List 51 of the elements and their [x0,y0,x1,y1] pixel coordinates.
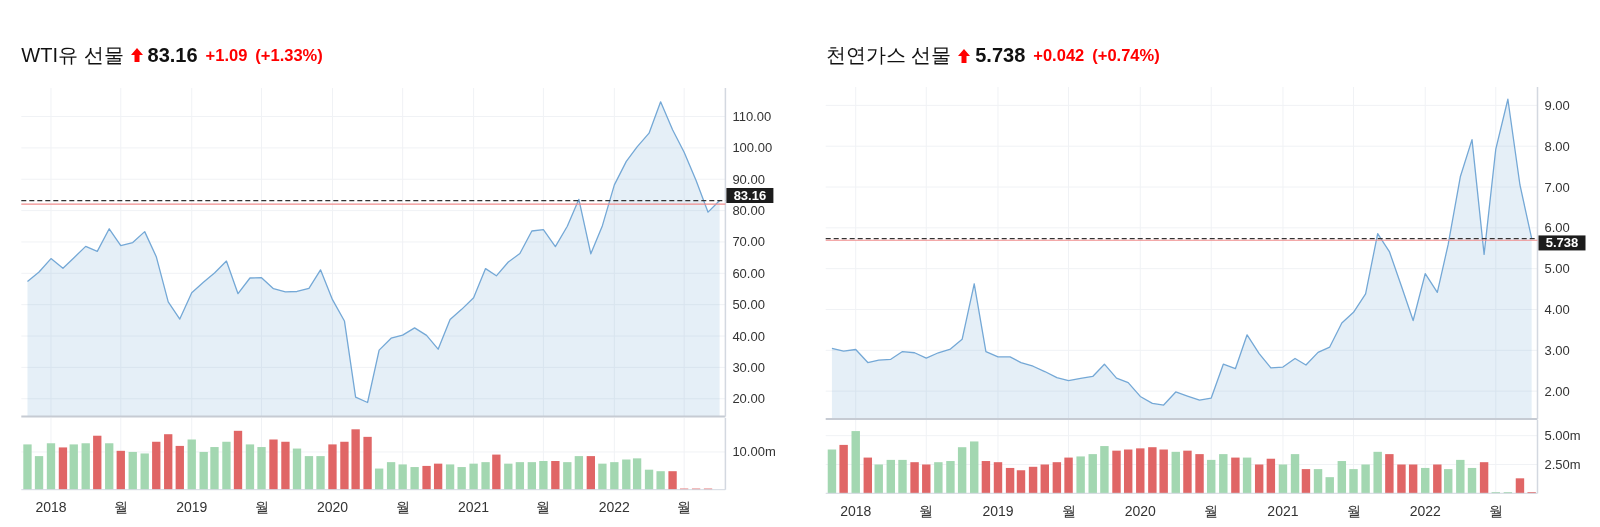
y-tick-label: 20.00 [732,391,765,407]
y-tick-label: 40.00 [732,328,765,344]
y-tick-label: 60.00 [732,265,765,281]
x-tick-label: 월 [113,499,128,516]
y-tick-label: 70.00 [732,234,765,250]
x-tick-label: 월 [919,502,934,519]
x-tick-label: 월 [1346,502,1361,519]
y-tick-label: 2.50m [1544,456,1581,472]
x-tick-label: 월 [677,499,692,516]
x-tick-label: 2022 [598,499,631,516]
y-tick-label: 50.00 [732,297,765,313]
x-tick-label: 월 [1061,502,1076,519]
x-tick-label: 2020 [316,499,349,516]
x-tick-label: 2021 [1267,502,1299,519]
text: (+0.74%) [1092,46,1160,65]
y-tick-label: 30.00 [732,359,765,375]
x-tick-label: 2019 [176,499,208,516]
x-tick-label: 2018 [840,502,872,519]
y-tick-label: 2.00 [1544,383,1570,399]
y-tick-label: 110.00 [732,109,772,125]
y-tick-label: 9.00 [1544,97,1570,113]
y-tick-label: 4.00 [1544,301,1570,317]
y-tick-label: 8.00 [1544,138,1570,154]
x-tick-label: 월 [1488,502,1503,519]
y-tick-label: 5.00 [1544,261,1570,277]
chart-title: 천연가스 선물 [825,43,952,68]
text: +1.09 [205,45,248,65]
y-tick-label: 6.00 [1544,220,1570,236]
x-tick-label: 2022 [1409,502,1442,519]
ref-line-label: 5.738 [1545,235,1579,251]
x-tick-label: 월 [1204,502,1219,519]
x-tick-label: 2019 [982,502,1014,519]
text: +0.042 [1033,46,1085,65]
y-tick-label: 5.00m [1544,428,1581,444]
text: 83.16 [147,43,198,67]
x-tick-label: 월 [254,499,269,516]
y-tick-label: 100.00 [732,140,773,156]
x-tick-label: 월 [536,499,551,516]
y-tick-label: 3.00 [1544,342,1570,358]
x-tick-label: 2018 [35,499,67,516]
y-tick-label: 90.00 [732,171,765,187]
y-tick-label: 80.00 [732,203,765,219]
text: (+1.33%) [255,45,323,65]
x-tick-label: 2020 [1124,502,1157,519]
y-tick-label: 10.00m [732,444,776,460]
text: 5.738 [975,44,1026,67]
x-tick-label: 2021 [458,499,490,516]
chart-title: WTI유 선물 [21,42,124,68]
ref-line-label: 83.16 [733,188,767,203]
y-tick-label: 7.00 [1544,179,1570,195]
x-tick-label: 월 [395,499,410,516]
